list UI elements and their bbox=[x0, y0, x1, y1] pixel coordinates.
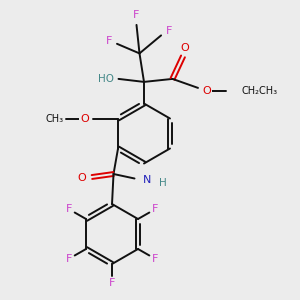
Text: O: O bbox=[180, 43, 189, 53]
Text: F: F bbox=[166, 26, 173, 36]
Text: F: F bbox=[65, 204, 72, 214]
Text: CH₃: CH₃ bbox=[46, 113, 64, 124]
Text: H: H bbox=[159, 178, 167, 188]
Text: O: O bbox=[202, 86, 211, 96]
Text: F: F bbox=[65, 254, 72, 264]
Text: O: O bbox=[78, 172, 86, 183]
Text: CH₂CH₃: CH₂CH₃ bbox=[242, 86, 278, 96]
Text: O: O bbox=[80, 113, 89, 124]
Text: F: F bbox=[152, 204, 159, 214]
Text: F: F bbox=[106, 36, 113, 46]
Text: F: F bbox=[152, 254, 159, 264]
Text: F: F bbox=[133, 10, 140, 20]
Text: F: F bbox=[109, 278, 115, 288]
Text: N: N bbox=[143, 175, 151, 185]
Text: HO: HO bbox=[98, 74, 114, 84]
